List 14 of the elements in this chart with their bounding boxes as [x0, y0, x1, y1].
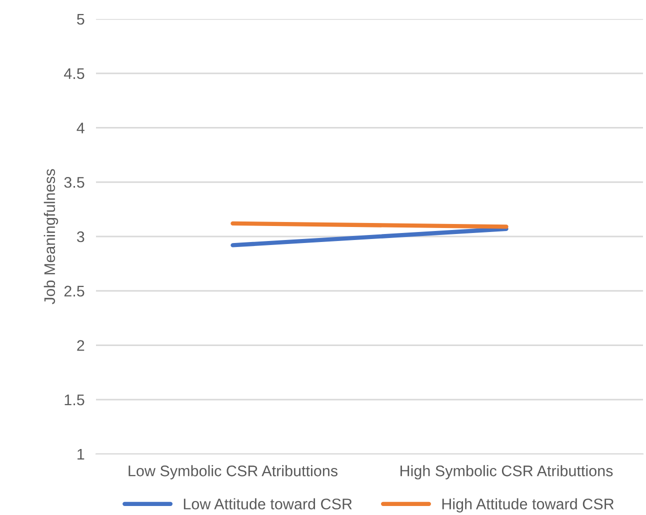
y-tick-label: 5 [77, 14, 84, 25]
x-tick-label: High Symbolic CSR Atributtions [400, 465, 613, 480]
legend-label: Low Attitude toward CSR [184, 498, 352, 510]
y-tick-label: 1.5 [64, 394, 84, 406]
y-tick-label: 1 [78, 449, 84, 460]
y-tick-label: 3 [76, 231, 84, 242]
y-tick-label: 4.5 [64, 68, 84, 80]
x-tick-label: Low Symbolic CSR Atributtions [128, 465, 338, 480]
y-axis-title: Job Meaningfulness [44, 169, 58, 304]
y-tick-label: 3.5 [64, 176, 84, 188]
y-tick-label: 4 [76, 122, 84, 134]
y-tick-label: 2.5 [64, 286, 84, 297]
y-tick-label: 2 [77, 340, 84, 351]
legend-label: High Attitude toward CSR [442, 498, 614, 512]
